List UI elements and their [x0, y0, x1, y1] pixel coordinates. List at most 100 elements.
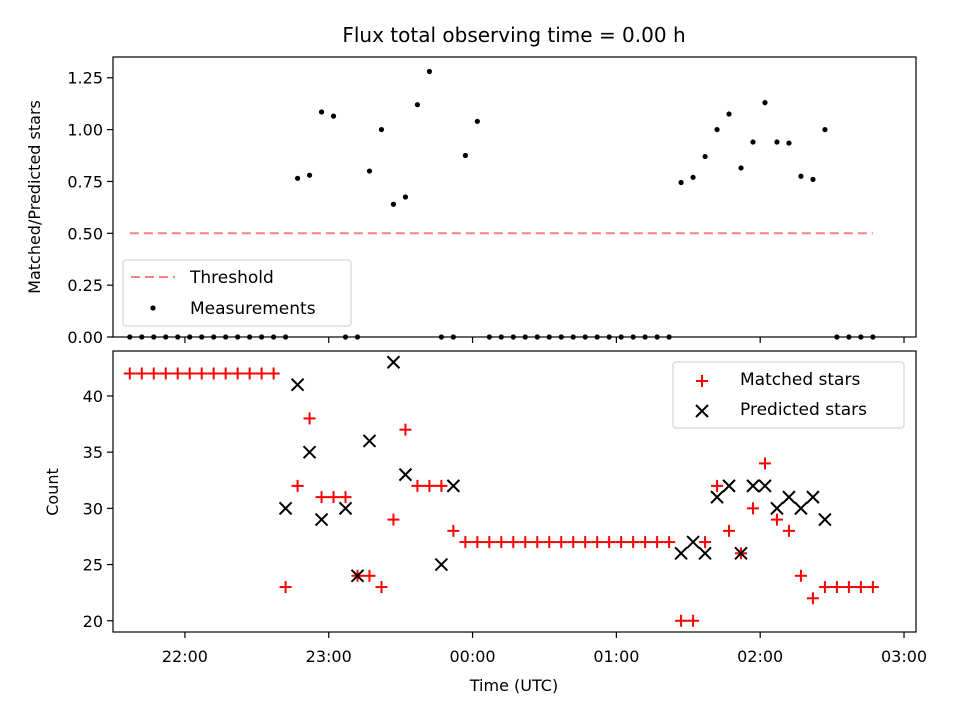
matched-stars-point — [231, 367, 244, 380]
measurement-point — [726, 111, 732, 117]
bottom-legend: Matched stars Predicted stars — [672, 361, 905, 429]
bottom-xtick-label: 02:00 — [737, 647, 783, 666]
measurements-legend-label: Measurements — [190, 299, 316, 319]
predicted-stars-point — [722, 479, 736, 493]
matched-stars-point — [567, 536, 580, 549]
matched-stars-point — [459, 536, 472, 549]
top-ytick-label: 0.00 — [67, 328, 103, 347]
x-axis-label: Time (UTC) — [469, 676, 558, 695]
measurement-point — [366, 168, 373, 174]
predicted-legend-label: Predicted stars — [740, 400, 867, 420]
matched-stars-point — [854, 581, 867, 594]
matched-stars-point — [339, 491, 352, 504]
predicted-stars-point — [710, 490, 724, 504]
bottom-panel: 20 25 30 35 40 22:00 23:00 00:00 01:00 02:00 03:0… — [43, 350, 927, 695]
predicted-stars-point — [350, 569, 365, 583]
matched-stars-point — [255, 367, 268, 380]
measurement-point — [414, 102, 421, 108]
matched-stars-point — [375, 581, 388, 594]
measurement-point — [822, 126, 828, 133]
matched-stars-point — [363, 569, 376, 582]
predicted-stars-point — [806, 490, 820, 504]
predicted-stars-point — [362, 434, 377, 448]
matched-stars-point — [183, 367, 196, 380]
matched-stars-point — [135, 367, 148, 380]
matched-stars-point — [291, 479, 304, 492]
predicted-stars-point — [818, 512, 832, 527]
matched-stars-point — [471, 536, 484, 549]
matched-stars-point — [711, 479, 724, 492]
matched-stars-point — [615, 536, 628, 549]
bottom-xtick-label: 23:00 — [306, 647, 352, 666]
measurement-point — [390, 201, 397, 207]
matched-stars-point — [543, 536, 556, 549]
matched-stars-point — [327, 491, 340, 504]
predicted-stars-point — [434, 557, 449, 572]
matched-legend-label: Matched stars — [740, 370, 860, 390]
matched-stars-point — [495, 536, 508, 549]
predicted-legend-swatch — [695, 404, 709, 418]
matched-stars-point — [483, 536, 496, 549]
matched-stars-point — [387, 513, 400, 526]
top-x-ticks — [184, 337, 905, 343]
bottom-ytick-label: 40 — [83, 387, 103, 406]
bottom-plot-area — [123, 355, 879, 627]
matched-stars-point — [782, 524, 795, 537]
matched-stars-point — [219, 367, 232, 380]
matched-stars-point — [639, 536, 652, 549]
measurement-point — [330, 113, 337, 119]
bottom-y-axis-label: Count — [43, 468, 62, 516]
bottom-ytick-label: 35 — [83, 443, 103, 462]
top-ytick-label: 1.00 — [67, 121, 103, 140]
matched-stars-point — [747, 502, 760, 515]
matched-stars-point — [651, 536, 664, 549]
matched-stars-point — [555, 536, 568, 549]
bottom-xtick-label: 03:00 — [881, 647, 927, 666]
matched-stars-point — [627, 536, 640, 549]
matched-stars-point — [279, 581, 292, 594]
matched-stars-point — [794, 569, 807, 582]
matched-stars-point — [123, 367, 136, 380]
predicted-stars-point — [698, 546, 712, 561]
matched-stars-point — [435, 479, 448, 492]
matched-stars-point — [699, 536, 712, 549]
matched-stars-point — [579, 536, 592, 549]
matched-stars-point — [675, 614, 688, 627]
matched-stars-point — [171, 367, 184, 380]
measurement-point — [378, 126, 385, 133]
top-ytick-label: 1.25 — [67, 69, 103, 88]
measurement-point — [738, 165, 744, 171]
measurement-point — [294, 175, 301, 181]
top-legend: Threshold Measurements — [122, 259, 352, 327]
bottom-ytick-label: 20 — [83, 612, 103, 631]
matched-stars-point — [687, 614, 700, 627]
predicted-stars-point — [686, 535, 700, 549]
top-legend-box — [122, 259, 352, 327]
predicted-stars-point — [770, 501, 784, 516]
matched-stars-point — [770, 513, 783, 526]
measurements-legend-swatch — [150, 305, 156, 311]
predicted-stars-point — [782, 490, 796, 504]
measurement-point — [702, 153, 708, 160]
predicted-stars-point — [674, 546, 688, 561]
predicted-stars-point — [290, 378, 305, 392]
measurement-point — [306, 172, 313, 178]
predicted-stars-point — [302, 445, 317, 459]
measurement-point — [750, 139, 756, 145]
matched-stars-point — [147, 367, 160, 380]
predicted-stars-point — [386, 355, 401, 369]
matched-stars-point — [243, 367, 256, 380]
measurement-point — [810, 176, 816, 182]
matched-stars-point — [315, 491, 328, 504]
measurement-point — [786, 140, 792, 146]
predicted-stars-point — [398, 467, 413, 482]
top-ytick-label: 0.25 — [67, 276, 103, 295]
matched-stars-point — [519, 536, 532, 549]
top-y-ticks: 0.00 0.25 0.50 0.75 1.00 1.25 — [67, 69, 113, 347]
measurement-point — [462, 152, 468, 159]
top-axes-frame — [112, 56, 917, 338]
bottom-ytick-label: 25 — [83, 556, 103, 575]
matched-stars-point — [806, 592, 819, 605]
